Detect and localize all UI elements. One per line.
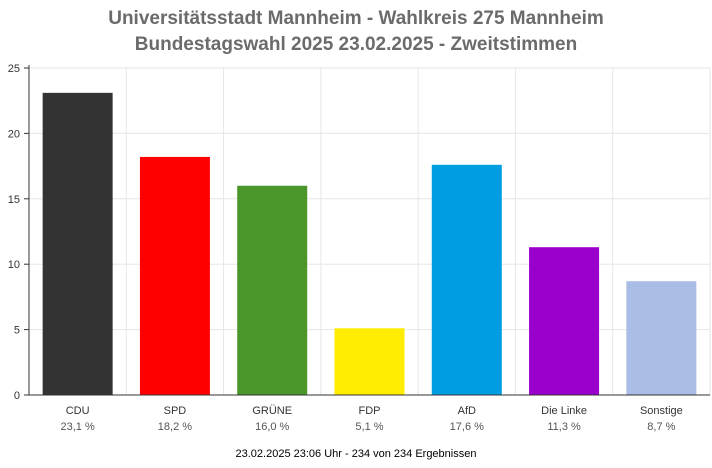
x-tick-label: Sonstige: [640, 405, 683, 417]
labels: 0 5 10 15 20 25 CDU 23,1 % SPD 18,2 % GRÜNE 16,0 % F…: [8, 63, 683, 433]
chart-title: Universitätsstadt Mannheim - Wahlkreis 2…: [108, 8, 604, 29]
bars: [42, 92, 697, 396]
value-label: 18,2 %: [158, 421, 192, 433]
y-tick-label: 0: [14, 390, 20, 402]
y-tick-label: 15: [8, 194, 20, 206]
chart-subtitle: Bundestagswahl 2025 23.02.2025 - Zweitst…: [134, 34, 578, 55]
value-label: 17,6 %: [450, 421, 484, 433]
bar-die-linke: [529, 247, 600, 395]
y-tick-label: 10: [8, 259, 20, 271]
x-tick-label: SPD: [164, 405, 187, 417]
x-tick-label: Die Linke: [541, 405, 587, 417]
y-tick-label: 25: [8, 63, 20, 75]
y-tick-label: 5: [14, 325, 20, 337]
bar-sonstige: [626, 281, 697, 395]
value-label: 5,1 %: [355, 421, 383, 433]
x-tick-label: AfD: [458, 405, 476, 417]
axes: [24, 65, 710, 396]
bar-grüne: [237, 185, 308, 395]
footer-note: 23.02.2025 23:06 Uhr - 234 von 234 Ergeb…: [235, 448, 477, 460]
y-tick-label: 20: [8, 128, 20, 140]
bar-afd: [431, 164, 502, 395]
value-label: 16,0 %: [255, 421, 289, 433]
x-tick-label: CDU: [66, 405, 90, 417]
value-label: 23,1 %: [61, 421, 95, 433]
value-label: 8,7 %: [647, 421, 675, 433]
bar-spd: [139, 156, 210, 395]
value-label: 11,3 %: [547, 421, 581, 433]
bar-fdp: [334, 328, 405, 395]
x-tick-label: FDP: [359, 405, 381, 417]
bar-cdu: [42, 92, 113, 396]
x-tick-label: GRÜNE: [252, 405, 292, 417]
